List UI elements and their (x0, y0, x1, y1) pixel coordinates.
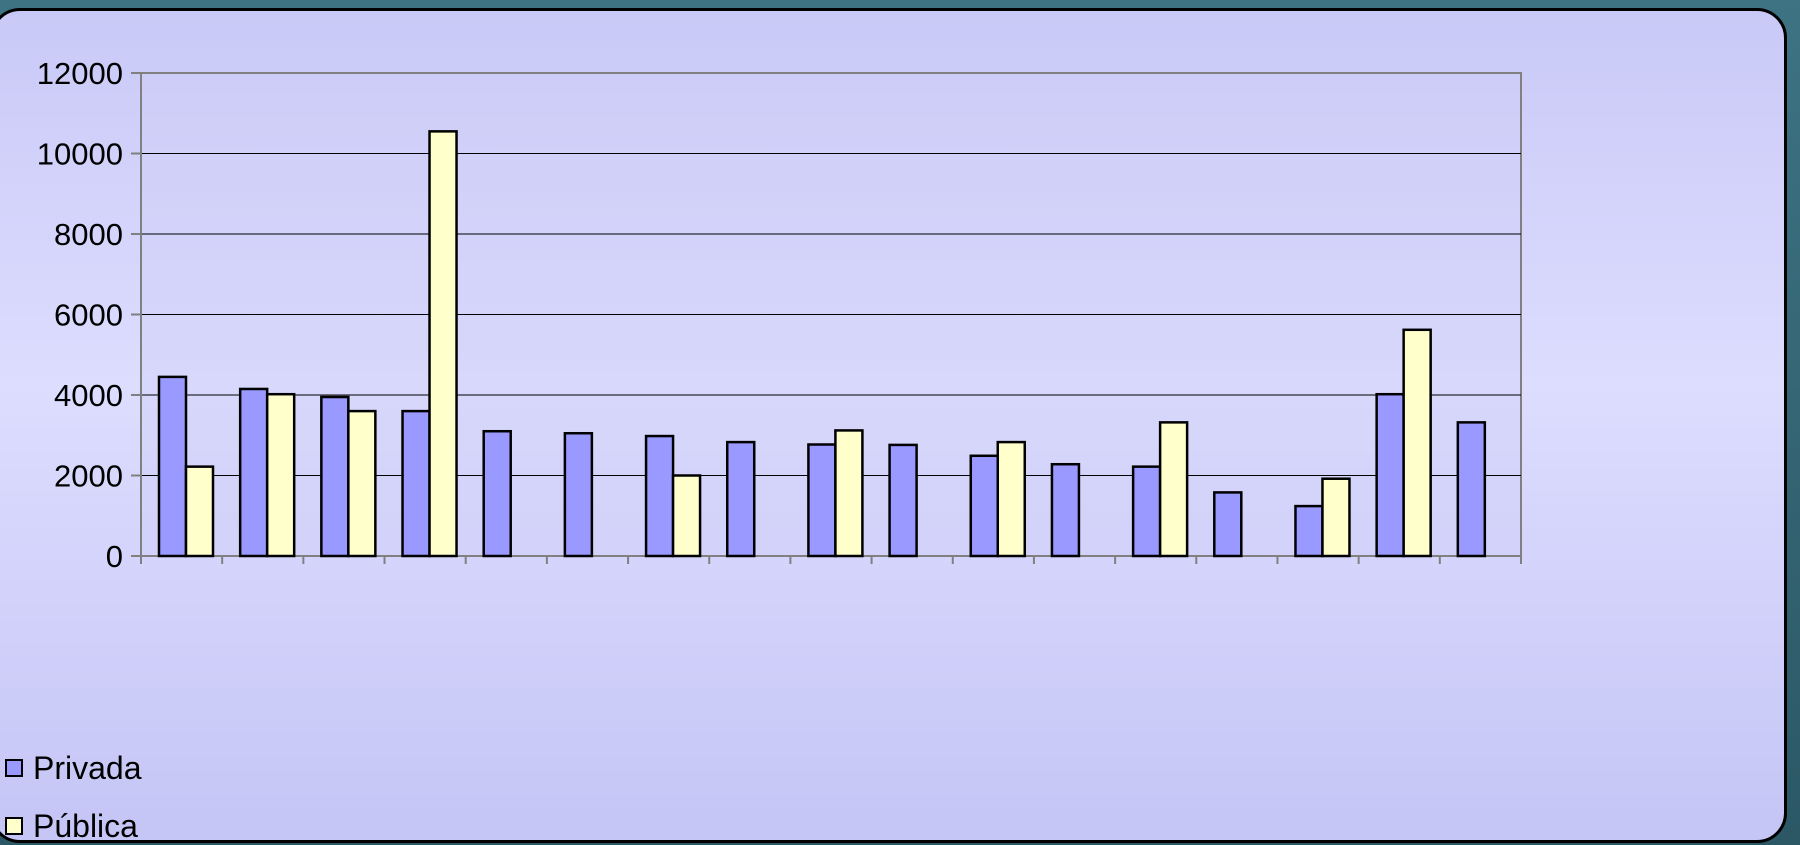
y-tick-label: 4000 (54, 378, 123, 413)
bar-publica (428, 130, 458, 558)
bar-publica (996, 440, 1027, 558)
y-tick-label: 10000 (37, 137, 123, 172)
bar-privada (644, 434, 675, 558)
legend-swatch-privada (5, 759, 23, 777)
bar-privada (888, 443, 918, 558)
bar-privada (157, 375, 188, 558)
bar-publica (1402, 328, 1432, 558)
y-tick-label: 8000 (54, 217, 123, 252)
bar-privada (1131, 465, 1162, 558)
legend-item-publica: Pública (5, 797, 142, 843)
y-tick-label: 2000 (54, 459, 123, 494)
bar-chart: 0 2000 4000 6000 8000 10000 12000 (37, 56, 1522, 574)
bar-privada (320, 395, 350, 558)
legend: Privada Pública (5, 739, 142, 843)
bar-publica (184, 465, 215, 558)
bar-publica (265, 392, 296, 558)
bar-publica (834, 429, 864, 558)
bar-privada (1294, 504, 1324, 558)
bar-privada (1213, 491, 1243, 558)
bar-privada (1456, 421, 1487, 558)
bar-publica (1321, 477, 1351, 558)
bar-privada (1375, 392, 1405, 558)
y-tick-label: 0 (106, 539, 123, 574)
bar-privada (1050, 462, 1081, 558)
chart-panel: 0 2000 4000 6000 8000 10000 12000 Privada Públ… (0, 8, 1787, 843)
bar-publica (671, 474, 702, 558)
bar-privada (401, 409, 431, 558)
bar-privada (725, 440, 756, 558)
bar-publica (1158, 421, 1189, 558)
bar-privada (969, 454, 1000, 558)
legend-label-privada: Privada (33, 749, 142, 786)
bar-privada (482, 429, 512, 558)
bar-privada (563, 431, 594, 558)
legend-item-privada: Privada (5, 739, 142, 797)
bar-privada (238, 387, 269, 558)
bar-publica (347, 409, 377, 558)
legend-label-publica: Pública (33, 807, 138, 843)
y-tick-label: 12000 (37, 56, 123, 91)
y-tick-label: 6000 (54, 298, 123, 333)
bar-privada (807, 443, 837, 558)
legend-swatch-publica (5, 817, 23, 835)
